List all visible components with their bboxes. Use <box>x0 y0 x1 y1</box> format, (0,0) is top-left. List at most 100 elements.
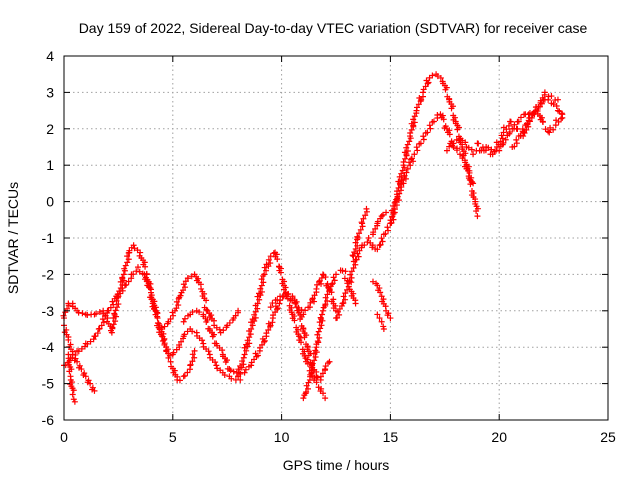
data-point <box>541 89 548 96</box>
y-tick-label: 0 <box>46 194 54 210</box>
series-marker <box>468 146 475 153</box>
series-marker <box>261 338 268 345</box>
series-marker <box>309 360 316 367</box>
y-tick-label: 1 <box>46 157 54 173</box>
series-marker <box>360 215 367 222</box>
series-marker <box>258 276 265 283</box>
series-marker <box>534 108 541 115</box>
series-marker <box>178 338 185 345</box>
data-point <box>134 264 141 271</box>
series-marker <box>317 325 324 332</box>
data-point <box>65 336 72 343</box>
series-marker <box>401 172 408 179</box>
series-marker <box>182 284 189 291</box>
series-marker <box>399 167 406 174</box>
data-point <box>235 307 242 314</box>
series-marker <box>403 169 410 176</box>
data-point <box>380 326 387 332</box>
series-marker <box>358 219 365 226</box>
series-marker <box>434 73 441 80</box>
series-marker <box>122 262 129 269</box>
data-point <box>420 89 427 96</box>
series-marker <box>517 132 524 139</box>
data-point <box>69 391 76 398</box>
series-marker <box>342 268 349 275</box>
data-point <box>383 209 390 216</box>
data-point <box>274 296 281 303</box>
series-marker <box>258 288 265 295</box>
data-point <box>326 358 333 365</box>
series-marker <box>291 317 298 324</box>
series-marker <box>93 310 100 317</box>
series-marker <box>258 282 265 289</box>
series-marker <box>274 256 281 263</box>
series-marker <box>181 315 188 322</box>
series-marker <box>312 354 319 361</box>
series-marker <box>196 309 203 316</box>
series-marker <box>318 322 325 329</box>
series-marker <box>75 348 82 355</box>
data-point <box>248 326 255 332</box>
series-marker <box>203 318 210 325</box>
series-marker <box>352 245 359 252</box>
series-marker <box>212 359 219 366</box>
series-marker <box>482 147 489 154</box>
series-marker <box>511 143 518 150</box>
series-marker <box>124 259 131 266</box>
series-marker <box>410 158 417 165</box>
series-marker <box>354 233 361 240</box>
series-marker <box>307 373 314 380</box>
series-marker <box>415 101 422 108</box>
series-marker <box>251 311 258 318</box>
series-marker <box>263 330 270 337</box>
series-marker <box>303 382 310 389</box>
series-marker <box>249 322 256 329</box>
series-marker <box>521 130 528 137</box>
series-marker <box>170 312 177 319</box>
series-marker <box>413 104 420 111</box>
series-marker <box>176 294 183 301</box>
series-marker <box>112 307 119 314</box>
series-marker <box>302 307 309 314</box>
data-point <box>352 300 359 307</box>
series-marker <box>161 340 168 347</box>
y-tick-label: 2 <box>46 121 54 137</box>
series-marker <box>427 125 434 132</box>
series-marker <box>170 349 177 356</box>
series-marker <box>315 328 322 335</box>
series-marker <box>236 369 243 376</box>
series-marker <box>298 339 305 346</box>
series-marker <box>513 140 520 147</box>
data-point <box>237 376 244 383</box>
series-marker <box>411 113 418 120</box>
series-marker <box>454 126 461 133</box>
series-marker <box>320 390 327 397</box>
data-point <box>554 96 561 103</box>
x-tick-label: 15 <box>383 429 399 445</box>
series-marker <box>252 308 259 315</box>
series-marker <box>316 319 323 326</box>
data-point <box>443 147 450 154</box>
data-point <box>319 271 326 278</box>
series-marker <box>507 118 514 125</box>
series-marker <box>319 370 326 377</box>
data-point <box>470 180 477 187</box>
series-marker <box>550 101 557 108</box>
series-marker <box>398 170 405 177</box>
series-marker <box>434 112 441 119</box>
series-marker <box>304 385 311 392</box>
data-point <box>424 129 431 136</box>
series-marker <box>372 225 379 232</box>
series-marker <box>261 264 268 271</box>
series-marker <box>274 306 281 313</box>
axis-ticks: 0 5 10 15 20 25 -6 -5 -4 -3 -2 -1 0 1 2 3 4 <box>42 48 616 445</box>
series-marker <box>94 330 101 337</box>
series-marker <box>424 80 431 87</box>
series-marker <box>390 209 397 216</box>
series-marker <box>235 366 242 373</box>
series-marker <box>120 277 127 284</box>
data-point <box>502 136 509 143</box>
series-marker <box>418 96 425 103</box>
series-marker <box>112 318 119 325</box>
series-marker <box>297 316 304 322</box>
